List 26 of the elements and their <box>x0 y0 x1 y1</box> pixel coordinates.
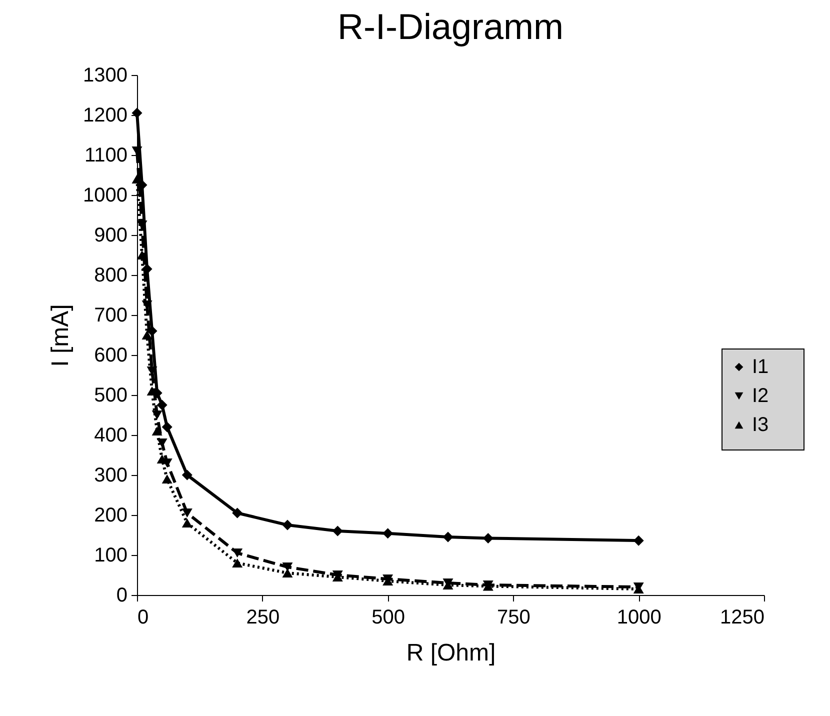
y-tick-label: 500 <box>94 384 128 406</box>
y-tick-label: 100 <box>94 544 128 566</box>
legend-label: I3 <box>752 414 769 436</box>
y-tick-label: 700 <box>94 304 128 326</box>
x-tick-label: 1250 <box>720 606 764 628</box>
y-tick-label: 1000 <box>83 184 128 206</box>
x-tick-label: 1000 <box>616 606 662 628</box>
y-tick-label: 1300 <box>83 64 128 86</box>
legend-label: I2 <box>752 385 769 407</box>
y-tick-label: 1200 <box>83 104 128 126</box>
x-axis-title: R [Ohm] <box>406 640 496 666</box>
legend-label: I1 <box>752 356 769 378</box>
y-tick-label: 600 <box>94 344 128 366</box>
x-tick-label: 500 <box>372 606 405 628</box>
x-tick-label: 250 <box>246 606 280 628</box>
y-tick-label: 1100 <box>84 144 128 166</box>
y-tick-label: 400 <box>94 424 128 446</box>
y-tick-label: 200 <box>94 504 128 526</box>
chart-title: R-I-Diagramm <box>337 6 564 47</box>
y-tick-label: 900 <box>94 224 128 246</box>
x-tick-label: 750 <box>497 606 530 628</box>
x-tick-label: 0 <box>138 606 149 628</box>
y-tick-label: 800 <box>94 264 128 286</box>
y-tick-label: 0 <box>116 584 128 606</box>
y-axis-title: I [mA] <box>47 304 74 367</box>
y-tick-label: 300 <box>94 464 128 486</box>
